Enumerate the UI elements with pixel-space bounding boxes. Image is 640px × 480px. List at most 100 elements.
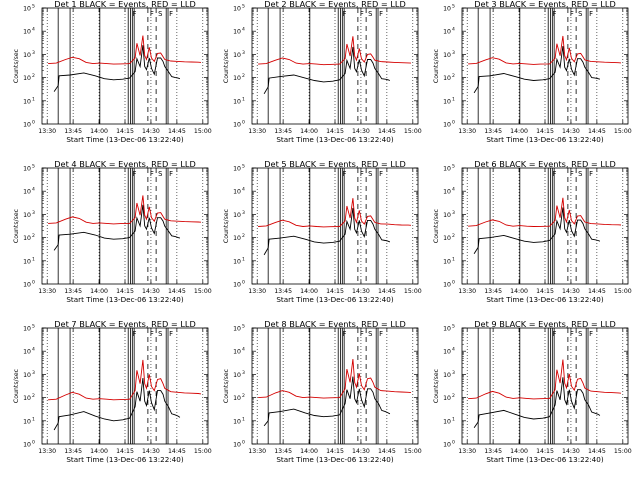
- x-tick-label: 15:00: [404, 128, 422, 135]
- x-tick-label: 14:30: [352, 288, 370, 295]
- y-tick-exponent: 2: [32, 233, 35, 239]
- y-tick-label: 10: [443, 258, 451, 265]
- segment-label: S: [368, 10, 372, 18]
- series-events-line: [53, 204, 181, 251]
- y-axis-label: Counts/sec: [13, 48, 20, 83]
- y-tick-label: 10: [23, 326, 31, 333]
- y-tick-label: 10: [443, 52, 451, 59]
- series-lld-line: [48, 359, 202, 401]
- y-tick-label: 10: [233, 442, 241, 449]
- series-lld-line: [258, 358, 412, 399]
- segment-label: F: [150, 170, 154, 178]
- y-tick-exponent: 3: [242, 370, 245, 376]
- y-tick-label: 10: [23, 75, 31, 82]
- y-tick-label: 10: [443, 98, 451, 105]
- y-axis-label: Counts/sec: [223, 368, 230, 403]
- segment-label: F: [150, 330, 154, 338]
- y-tick-label: 10: [233, 29, 241, 36]
- y-tick-exponent: 3: [452, 370, 455, 376]
- segment-label: S: [578, 330, 582, 338]
- y-tick-label: 10: [443, 282, 451, 289]
- y-tick-label: 10: [23, 52, 31, 59]
- y-tick-label: 10: [443, 442, 451, 449]
- y-tick-exponent: 1: [242, 416, 245, 422]
- y-tick-label: 10: [23, 6, 31, 13]
- y-tick-label: 10: [443, 6, 451, 13]
- x-tick-label: 15:00: [614, 288, 632, 295]
- x-tick-label: 13:30: [248, 128, 266, 135]
- y-tick-exponent: 3: [32, 370, 35, 376]
- y-tick-label: 10: [443, 372, 451, 379]
- y-tick-label: 10: [233, 75, 241, 82]
- y-tick-label: 10: [23, 395, 31, 402]
- series-lld-line: [258, 36, 412, 66]
- x-tick-label: 14:00: [510, 288, 528, 295]
- segment-label: F: [570, 170, 574, 178]
- panel-title: Det 8 BLACK = Events, RED = LLD: [264, 319, 406, 329]
- y-tick-exponent: 0: [452, 120, 455, 126]
- y-tick-label: 10: [23, 442, 31, 449]
- y-tick-exponent: 2: [452, 73, 455, 79]
- x-tick-label: 13:45: [484, 128, 502, 135]
- x-tick-label: 14:30: [562, 128, 580, 135]
- segment-label: F: [169, 10, 173, 18]
- segment-label: F: [360, 170, 364, 178]
- y-tick-exponent: 5: [242, 4, 245, 10]
- series-events-line: [263, 46, 391, 95]
- segment-label: F: [342, 10, 346, 18]
- y-tick-exponent: 4: [242, 187, 245, 193]
- x-tick-label: 14:00: [90, 448, 108, 455]
- x-tick-label: 14:45: [588, 128, 606, 135]
- segment-label: F: [169, 170, 173, 178]
- x-tick-label: 14:30: [562, 448, 580, 455]
- y-tick-exponent: 0: [32, 120, 35, 126]
- x-tick-label: 14:45: [588, 448, 606, 455]
- y-tick-label: 10: [23, 235, 31, 242]
- x-tick-label: 15:00: [404, 288, 422, 295]
- y-tick-label: 10: [443, 235, 451, 242]
- x-tick-label: 14:00: [90, 128, 108, 135]
- x-tick-label: 14:15: [536, 288, 554, 295]
- y-tick-exponent: 1: [32, 256, 35, 262]
- x-tick-label: 14:00: [300, 128, 318, 135]
- x-tick-label: 14:15: [326, 288, 344, 295]
- y-tick-exponent: 0: [32, 440, 35, 446]
- x-tick-label: 14:45: [378, 128, 396, 135]
- segment-label: S: [158, 170, 162, 178]
- x-tick-label: 14:00: [90, 288, 108, 295]
- panel-title: Det 9 BLACK = Events, RED = LLD: [474, 319, 616, 329]
- series-lld-line: [48, 195, 202, 225]
- y-tick-exponent: 3: [242, 50, 245, 56]
- x-tick-label: 14:15: [326, 448, 344, 455]
- x-tick-label: 14:45: [168, 128, 186, 135]
- y-tick-label: 10: [23, 282, 31, 289]
- y-tick-exponent: 5: [452, 164, 455, 170]
- x-tick-label: 14:45: [588, 288, 606, 295]
- y-tick-exponent: 5: [242, 324, 245, 330]
- x-tick-label: 14:30: [142, 288, 160, 295]
- y-tick-label: 10: [233, 166, 241, 173]
- x-axis-label: Start Time (13-Dec-06 13:22:40): [276, 455, 393, 464]
- x-tick-label: 14:15: [536, 448, 554, 455]
- y-tick-label: 10: [23, 349, 31, 356]
- y-tick-exponent: 2: [452, 233, 455, 239]
- segment-label: F: [570, 10, 574, 18]
- y-tick-label: 10: [233, 212, 241, 219]
- y-tick-label: 10: [233, 52, 241, 59]
- y-tick-exponent: 0: [242, 120, 245, 126]
- series-events-line: [473, 377, 601, 429]
- y-tick-exponent: 3: [452, 50, 455, 56]
- y-tick-label: 10: [23, 29, 31, 36]
- y-tick-label: 10: [443, 189, 451, 196]
- series-lld-line: [48, 35, 202, 65]
- y-tick-exponent: 4: [452, 187, 455, 193]
- y-tick-exponent: 1: [242, 96, 245, 102]
- x-tick-label: 14:30: [352, 128, 370, 135]
- panel-title: Det 3 BLACK = Events, RED = LLD: [474, 0, 616, 9]
- series-events-line: [53, 45, 181, 92]
- x-tick-label: 15:00: [194, 128, 212, 135]
- x-tick-label: 13:30: [248, 448, 266, 455]
